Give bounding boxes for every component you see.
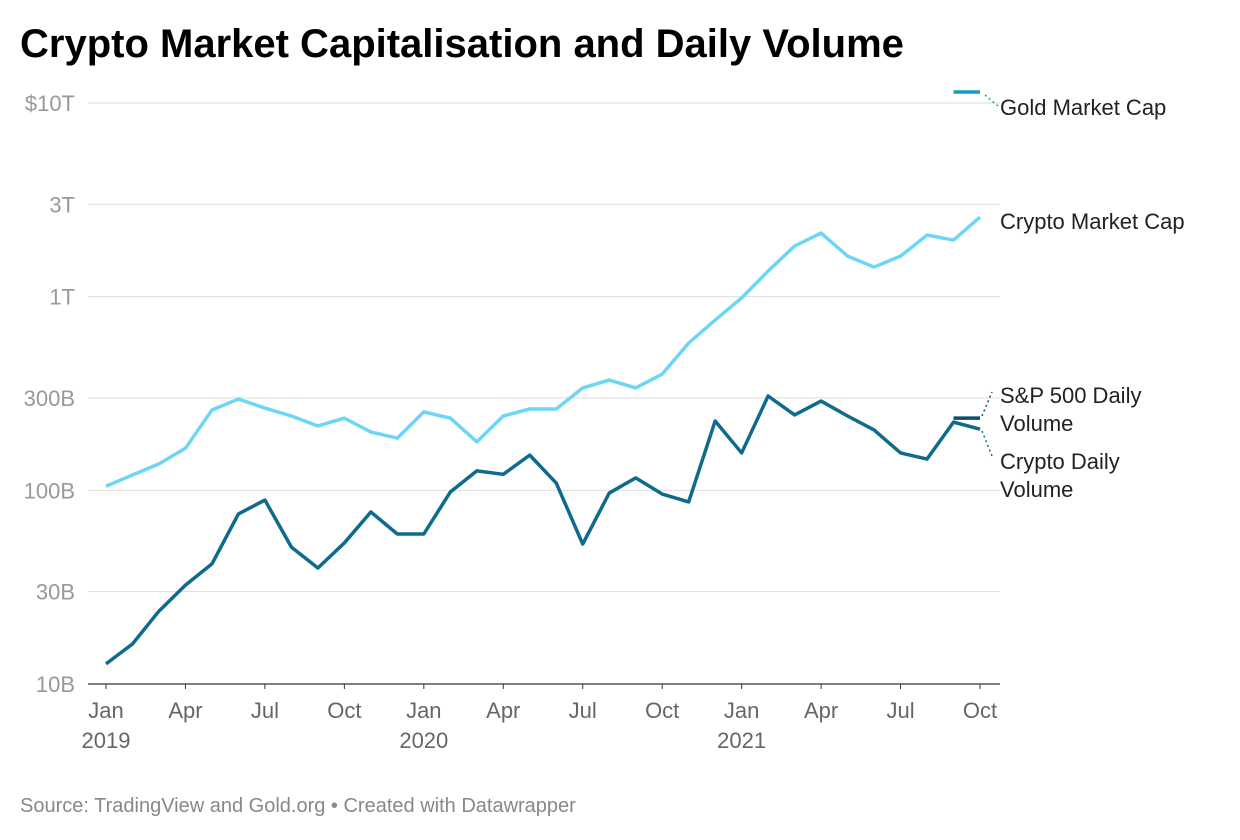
x-tick-label: Oct — [645, 698, 679, 723]
series-label: Crypto Daily Volume — [1000, 449, 1120, 502]
y-tick-label: $10T — [25, 91, 75, 116]
series-line — [104, 394, 981, 666]
y-tick-label: 100B — [24, 478, 75, 503]
series-label: S&P 500 Daily Volume — [1000, 383, 1142, 436]
x-tick-label: Jan 2021 — [717, 698, 766, 753]
x-tick-label: Oct — [327, 698, 361, 723]
x-tick-label: Apr — [486, 698, 520, 723]
x-tick-label: Jul — [886, 698, 914, 723]
y-tick-label: 1T — [49, 285, 75, 310]
x-tick-label: Oct — [963, 698, 997, 723]
x-tick-label-line: Jan — [724, 698, 759, 723]
x-tick-label: Apr — [168, 698, 202, 723]
series-label: Gold Market Cap — [1000, 95, 1167, 120]
x-tick-label-line: Jan — [406, 698, 441, 723]
y-tick-label: 10B — [36, 672, 75, 697]
x-tick-label: Jan 2019 — [82, 698, 131, 753]
label-connector — [981, 430, 993, 457]
series-line — [105, 215, 982, 488]
x-tick-label: Apr — [804, 698, 838, 723]
series-label: Crypto Market Cap — [1000, 209, 1185, 234]
label-connector — [984, 94, 999, 107]
y-tick-label: 3T — [49, 192, 75, 217]
label-connector — [981, 391, 993, 417]
x-tick-label-line: 2019 — [82, 728, 131, 753]
x-tick-label-line: Jan — [88, 698, 123, 723]
x-tick-label: Jul — [569, 698, 597, 723]
x-tick-label-line: 2021 — [717, 728, 766, 753]
source-note: Source: TradingView and Gold.org • Creat… — [20, 795, 576, 817]
x-tick-label-line: 2020 — [399, 728, 448, 753]
chart-title: Crypto Market Capitalisation and Daily V… — [20, 22, 904, 66]
y-tick-label: 30B — [36, 580, 75, 605]
x-tick-label: Jul — [251, 698, 279, 723]
x-tick-label: Jan 2020 — [399, 698, 448, 753]
y-tick-label: 300B — [24, 386, 75, 411]
